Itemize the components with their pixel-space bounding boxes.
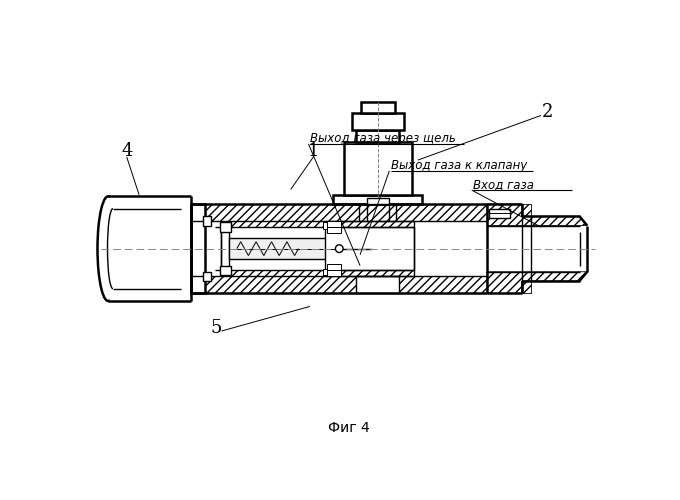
Text: 1: 1 <box>308 142 320 160</box>
Polygon shape <box>190 204 487 221</box>
Polygon shape <box>359 204 367 221</box>
Bar <box>356 278 398 293</box>
Polygon shape <box>326 270 414 276</box>
Bar <box>220 222 231 232</box>
Bar <box>352 113 404 130</box>
Bar <box>203 272 211 281</box>
Text: Фиг 4: Фиг 4 <box>328 421 369 435</box>
Bar <box>190 204 205 227</box>
Bar <box>190 204 205 294</box>
Bar <box>356 276 398 293</box>
Polygon shape <box>388 204 396 221</box>
Polygon shape <box>522 281 531 293</box>
Text: Вход газа: Вход газа <box>473 178 534 191</box>
Bar <box>327 227 341 233</box>
Bar <box>203 216 211 226</box>
Polygon shape <box>487 272 588 293</box>
Bar <box>333 194 350 204</box>
Text: 2: 2 <box>541 104 553 122</box>
Polygon shape <box>522 204 531 216</box>
Polygon shape <box>222 270 341 276</box>
Polygon shape <box>190 276 487 293</box>
Text: 4: 4 <box>121 142 133 160</box>
Bar <box>323 222 330 228</box>
Bar <box>190 270 205 293</box>
Bar <box>367 198 388 204</box>
Polygon shape <box>487 204 588 226</box>
Polygon shape <box>326 221 414 227</box>
Text: Выход газа через щель: Выход газа через щель <box>310 132 456 145</box>
Bar <box>327 264 341 270</box>
Bar <box>356 130 399 142</box>
Text: 5: 5 <box>210 319 222 337</box>
Bar <box>222 222 229 275</box>
Bar <box>323 268 330 275</box>
Bar <box>405 194 422 204</box>
Polygon shape <box>222 221 341 227</box>
Bar <box>229 238 337 260</box>
Bar <box>361 102 394 113</box>
Bar <box>333 194 422 204</box>
Bar <box>489 208 510 218</box>
Bar <box>327 270 341 276</box>
Bar <box>327 221 341 227</box>
Bar <box>326 227 414 270</box>
Circle shape <box>335 245 343 252</box>
Bar <box>344 142 411 195</box>
Text: Выход газа к клапану: Выход газа к клапану <box>391 159 527 172</box>
Bar <box>220 266 231 275</box>
